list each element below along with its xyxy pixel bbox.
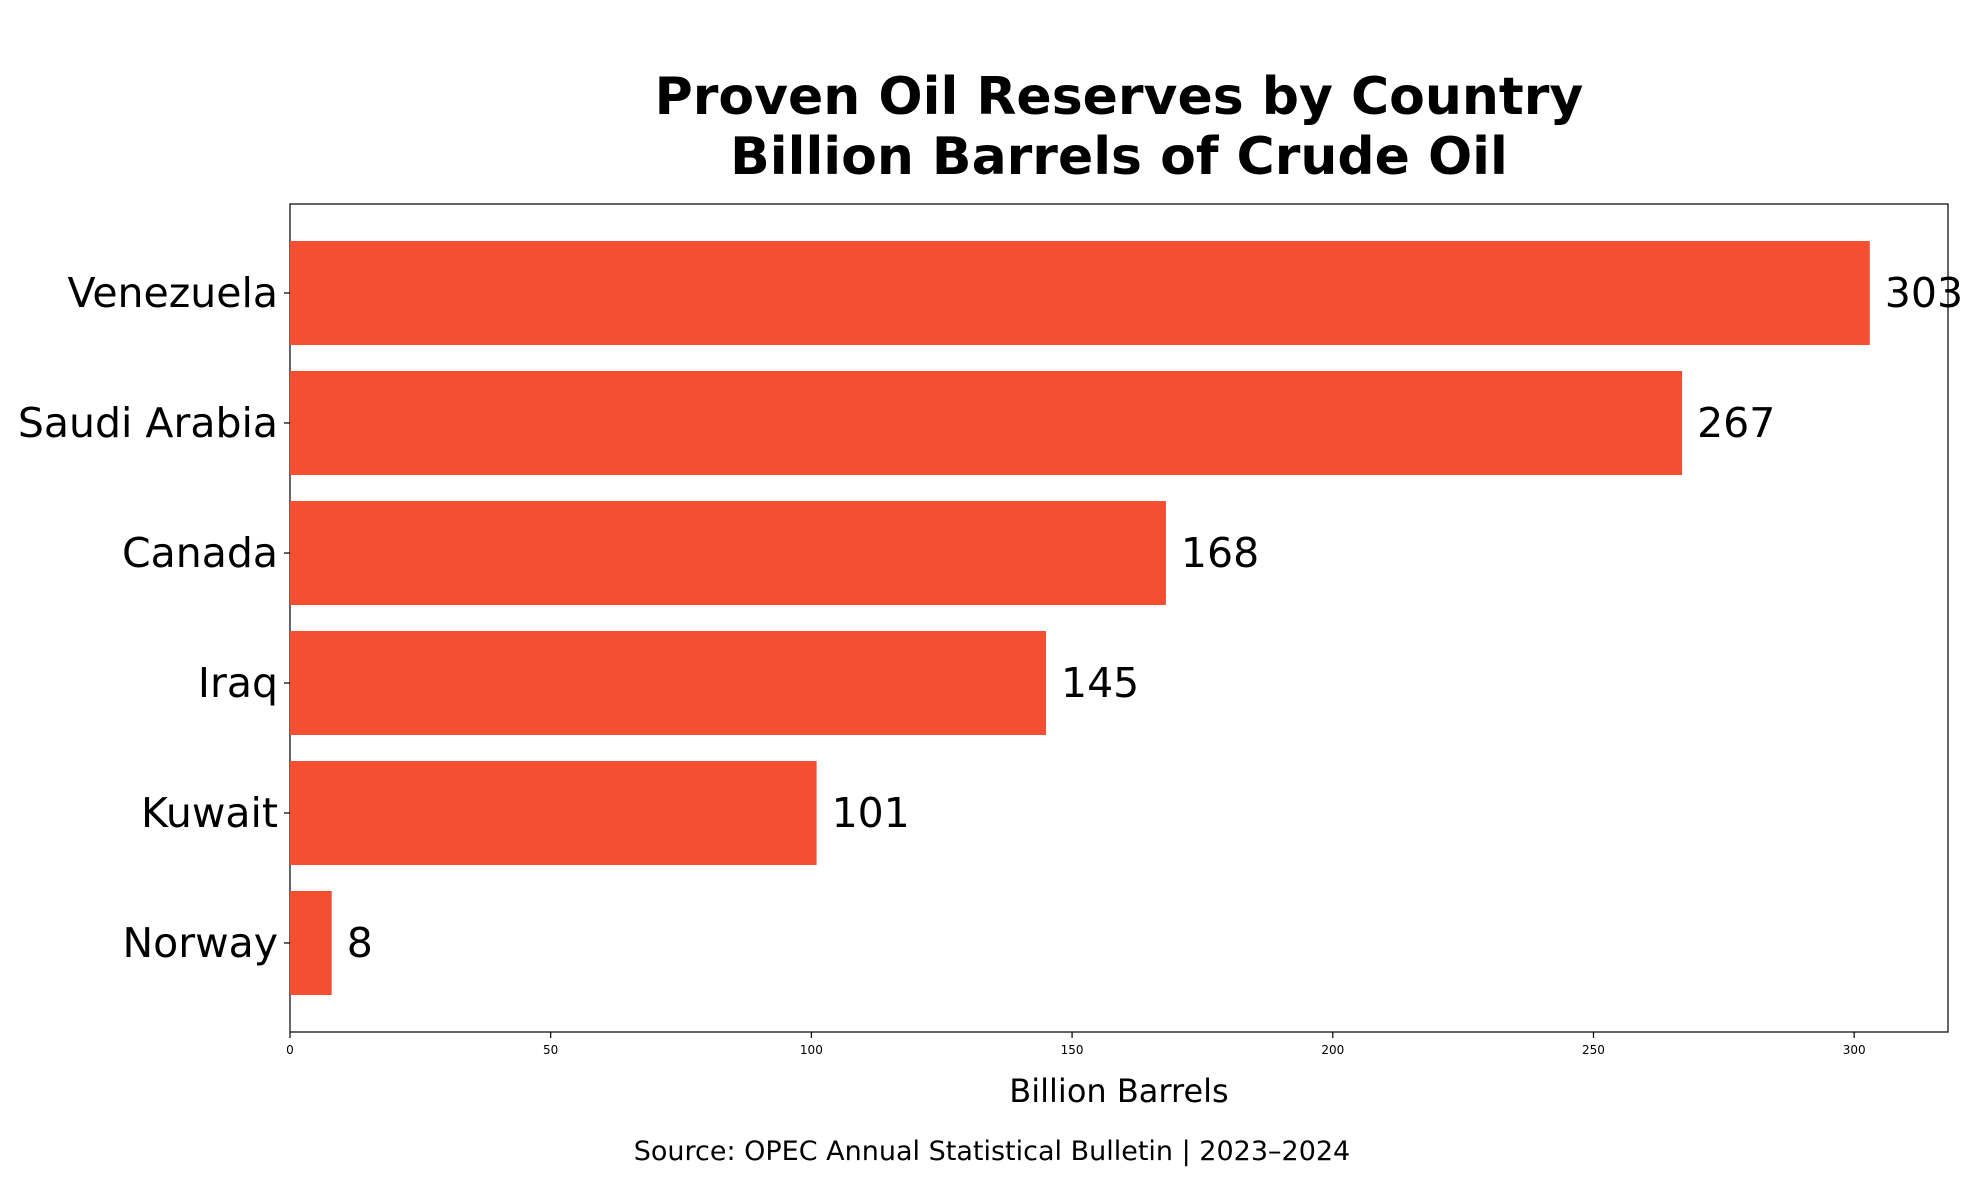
bar-iraq xyxy=(290,631,1047,735)
value-label: 101 xyxy=(832,789,910,837)
x-tick-label: 200 xyxy=(1321,1043,1344,1057)
value-label: 267 xyxy=(1697,399,1775,447)
x-tick-label: 250 xyxy=(1582,1043,1605,1057)
chart-title-line-2: Billion Barrels of Crude Oil xyxy=(730,127,1508,187)
x-tick-label: 50 xyxy=(543,1043,558,1057)
x-tick-label: 0 xyxy=(286,1043,294,1057)
bar-norway xyxy=(290,891,332,995)
category-label: Canada xyxy=(122,529,278,577)
value-label: 8 xyxy=(347,919,373,967)
value-label: 168 xyxy=(1181,529,1259,577)
x-tick-label: 100 xyxy=(800,1043,823,1057)
x-axis-label: Billion Barrels xyxy=(1009,1072,1228,1110)
bar-kuwait xyxy=(290,761,817,865)
value-label: 145 xyxy=(1061,659,1139,707)
x-tick-label: 300 xyxy=(1843,1043,1866,1057)
plot-area-frame xyxy=(289,203,1949,1033)
value-label: 303 xyxy=(1885,269,1963,317)
category-label: Iraq xyxy=(198,659,278,707)
category-label: Kuwait xyxy=(141,789,278,837)
category-label: Norway xyxy=(122,919,278,967)
bar-canada xyxy=(290,501,1166,605)
source-note: Source: OPEC Annual Statistical Bulletin… xyxy=(634,1136,1351,1167)
value-labels-group: 303 267 168 145 101 8 xyxy=(347,269,1963,967)
x-tick-label: 150 xyxy=(1061,1043,1084,1057)
chart-title-line-1: Proven Oil Reserves by Country xyxy=(655,67,1584,127)
bar-venezuela xyxy=(290,241,1870,345)
bars-group xyxy=(290,241,1870,995)
category-labels-group: Venezuela Saudi Arabia Canada Iraq Kuwait Nor… xyxy=(18,269,290,967)
bar-saudi-arabia xyxy=(290,371,1683,475)
category-label: Saudi Arabia xyxy=(18,399,278,447)
category-label: Venezuela xyxy=(67,269,278,317)
x-axis-ticks-group: 0 50 100 150 200 250 300 xyxy=(286,1032,1866,1057)
